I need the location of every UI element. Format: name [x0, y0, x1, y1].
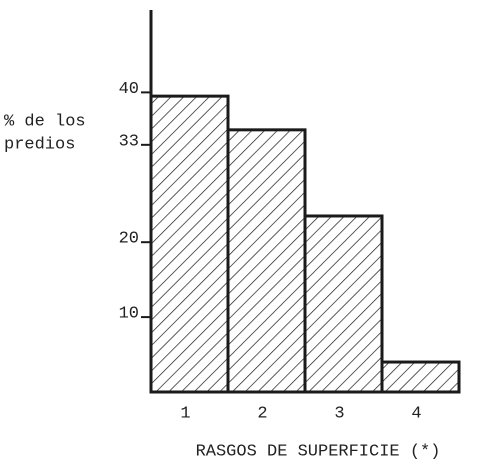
y-tick-label: 20 [119, 230, 139, 249]
y-axis-label: predios [4, 135, 75, 154]
y-tick-label: 40 [119, 80, 139, 99]
x-tick-label: 2 [257, 404, 267, 423]
y-tick-label: 10 [119, 305, 139, 324]
x-tick-label: 3 [334, 404, 344, 423]
x-axis-label: RASGOS DE SUPERFICIE (*) [196, 442, 441, 461]
x-tick-label: 4 [411, 404, 421, 423]
bar [380, 360, 461, 394]
x-tick-label: 1 [180, 404, 190, 423]
bar [303, 214, 384, 394]
y-tick-label: 33 [119, 132, 139, 151]
bar [149, 94, 230, 394]
bar [226, 128, 307, 394]
y-axis-label: % de los [4, 112, 86, 131]
